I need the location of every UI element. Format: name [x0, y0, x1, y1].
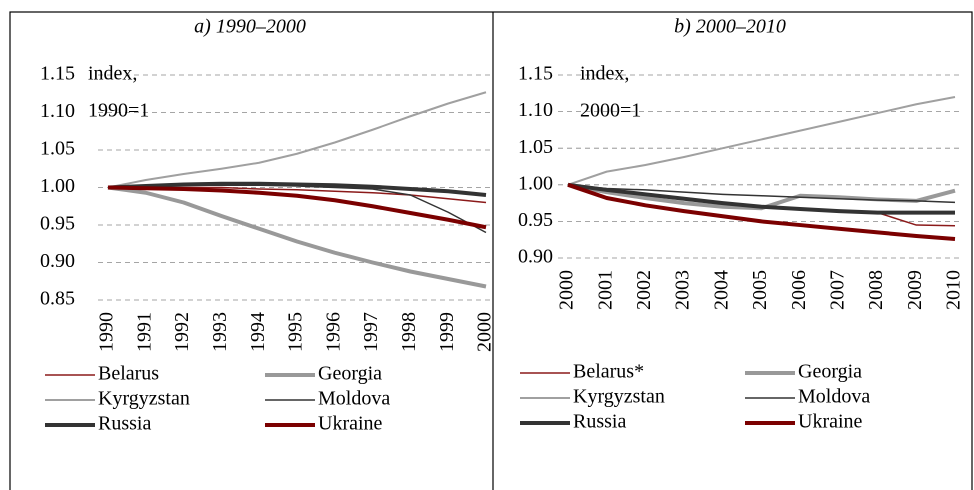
x-tick-label: 2004: [710, 270, 732, 310]
x-tick-label: 2007: [826, 270, 848, 310]
legend-label: Ukraine: [318, 413, 383, 435]
x-tick-label: 2000: [556, 270, 578, 310]
x-tick-label: 1998: [398, 312, 420, 352]
frame: [9, 11, 973, 490]
series-line: [107, 91, 487, 189]
series-line: [107, 184, 487, 234]
legend-label: Georgia: [798, 361, 862, 383]
y-tick-label: 0.95: [518, 209, 553, 231]
y-tick-label: 1.00: [40, 175, 75, 197]
x-tick-label: 2005: [749, 270, 771, 310]
x-tick-label: 2010: [943, 270, 965, 310]
y-tick-label: 1.05: [518, 136, 553, 158]
annotation: index,: [88, 63, 137, 85]
x-tick-label: 1997: [360, 312, 382, 352]
x-tick-label: 2009: [904, 270, 926, 310]
annotation: index,: [580, 63, 629, 85]
series-line: [567, 182, 956, 241]
series-line: [567, 182, 955, 215]
series-line: [567, 184, 956, 204]
legend-label: Moldova: [318, 388, 390, 410]
x-tick-label: 1992: [171, 312, 193, 352]
annotation: 1990=1: [88, 100, 149, 122]
x-tick-label: 1996: [322, 312, 344, 352]
x-tick-label: 2006: [788, 270, 810, 310]
series-line: [107, 185, 487, 230]
y-tick-label: 1.15: [40, 63, 75, 85]
legend-label: Moldova: [798, 386, 870, 408]
legend-label: Belarus: [98, 363, 159, 385]
legend-label: Kyrgyzstan: [573, 386, 665, 408]
x-tick-label: 2001: [594, 270, 616, 310]
x-tick-label: 2003: [672, 270, 694, 310]
x-tick-label: 1991: [133, 312, 155, 352]
x-tick-label: 2000: [474, 312, 496, 352]
x-tick-label: 1990: [96, 312, 118, 352]
y-tick-label: 0.85: [40, 288, 75, 310]
series-line: [107, 185, 487, 289]
y-tick-label: 0.95: [40, 213, 75, 235]
legend-label: Ukraine: [798, 411, 863, 433]
y-tick-label: 0.90: [518, 246, 553, 268]
annotation: 2000=1: [580, 100, 641, 122]
series-line: [107, 181, 487, 197]
x-tick-label: 1995: [285, 312, 307, 352]
legend-label: Georgia: [318, 363, 382, 385]
y-tick-label: 1.05: [40, 138, 75, 160]
x-tick-label: 1994: [247, 312, 269, 352]
y-tick-label: 1.00: [518, 172, 553, 194]
legend-label: Russia: [98, 413, 151, 435]
y-tick-label: 0.90: [40, 250, 75, 272]
x-tick-label: 2008: [865, 270, 887, 310]
y-tick-label: 1.10: [40, 100, 75, 122]
legend-label: Belarus*: [573, 361, 644, 383]
y-tick-label: 1.10: [518, 99, 553, 121]
x-tick-label: 1999: [436, 312, 458, 352]
panel-title: b) 2000–2010: [674, 16, 786, 38]
legend-label: Russia: [573, 411, 626, 433]
legend-label: Kyrgyzstan: [98, 388, 190, 410]
series-line: [567, 95, 956, 186]
panel-title: a) 1990–2000: [194, 16, 306, 38]
y-tick-label: 1.15: [518, 63, 553, 85]
x-tick-label: 1993: [209, 312, 231, 352]
x-tick-label: 2002: [633, 270, 655, 310]
